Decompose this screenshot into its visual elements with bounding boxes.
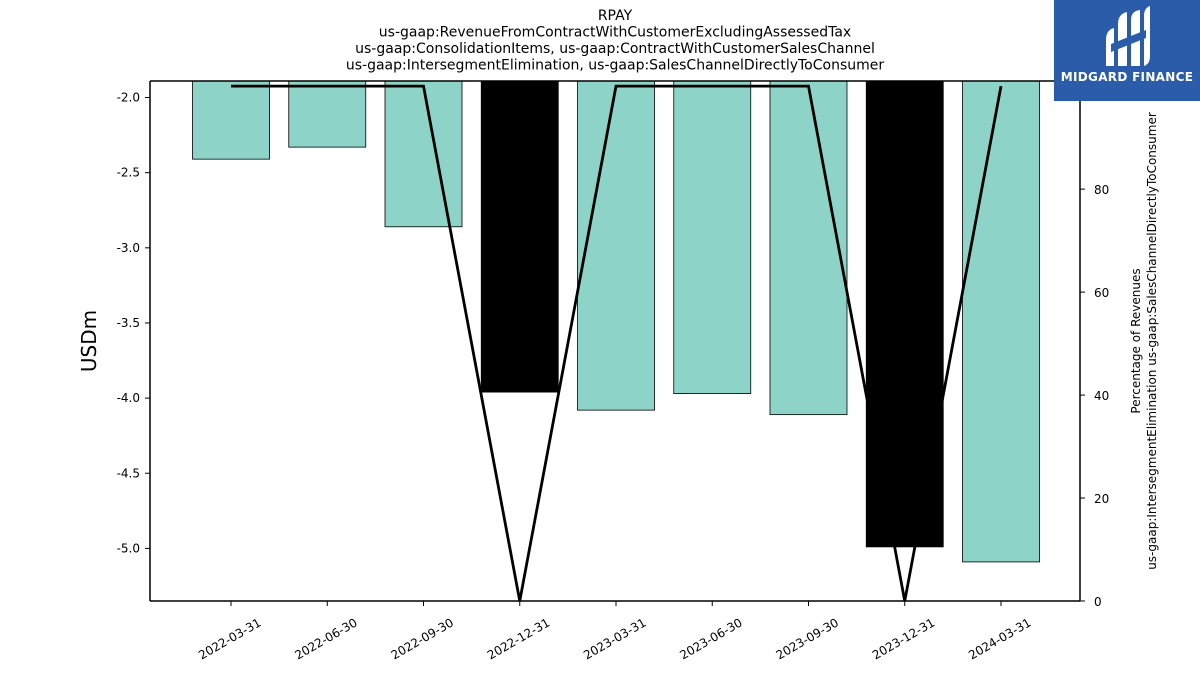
- x-tick-label: 2023-12-31: [870, 615, 937, 662]
- x-tick-label: 2023-09-30: [774, 615, 841, 662]
- x-tick-label: 2024-03-31: [966, 615, 1033, 662]
- bar: [288, 80, 367, 148]
- percentage-line: [231, 84, 1003, 602]
- bar: [865, 80, 944, 548]
- x-tick-label: 2022-12-31: [485, 615, 552, 662]
- title-line: us-gaap:IntersegmentElimination, us-gaap…: [346, 58, 885, 74]
- y2-tick-label: 80: [1094, 183, 1109, 197]
- bars: [192, 80, 1040, 563]
- bar: [962, 80, 1040, 563]
- x-tick-label: 2022-06-30: [292, 615, 359, 662]
- y-tick-label: -4.5: [117, 466, 140, 480]
- y2-axis-label: Percentage of Revenues us-gaap:Intersegme…: [1129, 112, 1159, 570]
- bar: [384, 80, 463, 228]
- bar: [480, 80, 559, 393]
- y2-tick-label: 40: [1094, 389, 1109, 403]
- title-line: us-gaap:ConsolidationItems, us-gaap:Cont…: [355, 41, 875, 57]
- y2-tick-label: 60: [1094, 286, 1109, 300]
- y-axis-label: USDm: [77, 310, 101, 372]
- y-axis-ticks: -2.0 -2.5 -3.0 -3.5 -4.0 -4.5 -5.0: [117, 91, 150, 555]
- series-line: [231, 84, 1003, 602]
- bar: [673, 80, 752, 395]
- logo-mark-icon: [1106, 6, 1150, 66]
- y-tick-label: -2.5: [117, 166, 140, 180]
- x-tick-label: 2022-03-31: [196, 615, 263, 662]
- y-tick-label: -3.5: [117, 316, 140, 330]
- logo-text: MIDGARD FINANCE: [1060, 70, 1194, 84]
- y2-tick-label: 20: [1094, 492, 1109, 506]
- chart-title: RPAYus-gaap:RevenueFromContractWithCusto…: [346, 8, 885, 74]
- y-tick-label: -2.0: [117, 91, 140, 105]
- bar: [577, 80, 655, 411]
- y2-axis-label-line: us-gaap:IntersegmentElimination us-gaap:…: [1145, 112, 1159, 570]
- y2-tick-label: 0: [1094, 595, 1102, 609]
- title-line: us-gaap:RevenueFromContractWithCustomerE…: [379, 25, 851, 41]
- y2-axis-label-line: Percentage of Revenues: [1129, 268, 1143, 413]
- x-tick-label: 2022-09-30: [389, 615, 456, 662]
- x-axis-ticks: 2022-03-31 2022-06-30 2022-09-30 2022-12-31…: [196, 601, 1034, 662]
- axes: [149, 80, 1081, 602]
- y2-axis-ticks: 020406080100: [1080, 80, 1117, 609]
- y-tick-label: -4.0: [117, 391, 140, 405]
- y-tick-label: -3.0: [117, 241, 140, 255]
- midgard-finance-logo: MIDGARD FINANCE: [1054, 0, 1200, 101]
- bar: [769, 80, 848, 416]
- x-tick-label: 2023-03-31: [581, 615, 648, 662]
- x-tick-label: 2023-06-30: [677, 615, 744, 662]
- bar: [192, 80, 270, 160]
- y-tick-label: -5.0: [117, 541, 140, 555]
- title-line: RPAY: [598, 8, 633, 24]
